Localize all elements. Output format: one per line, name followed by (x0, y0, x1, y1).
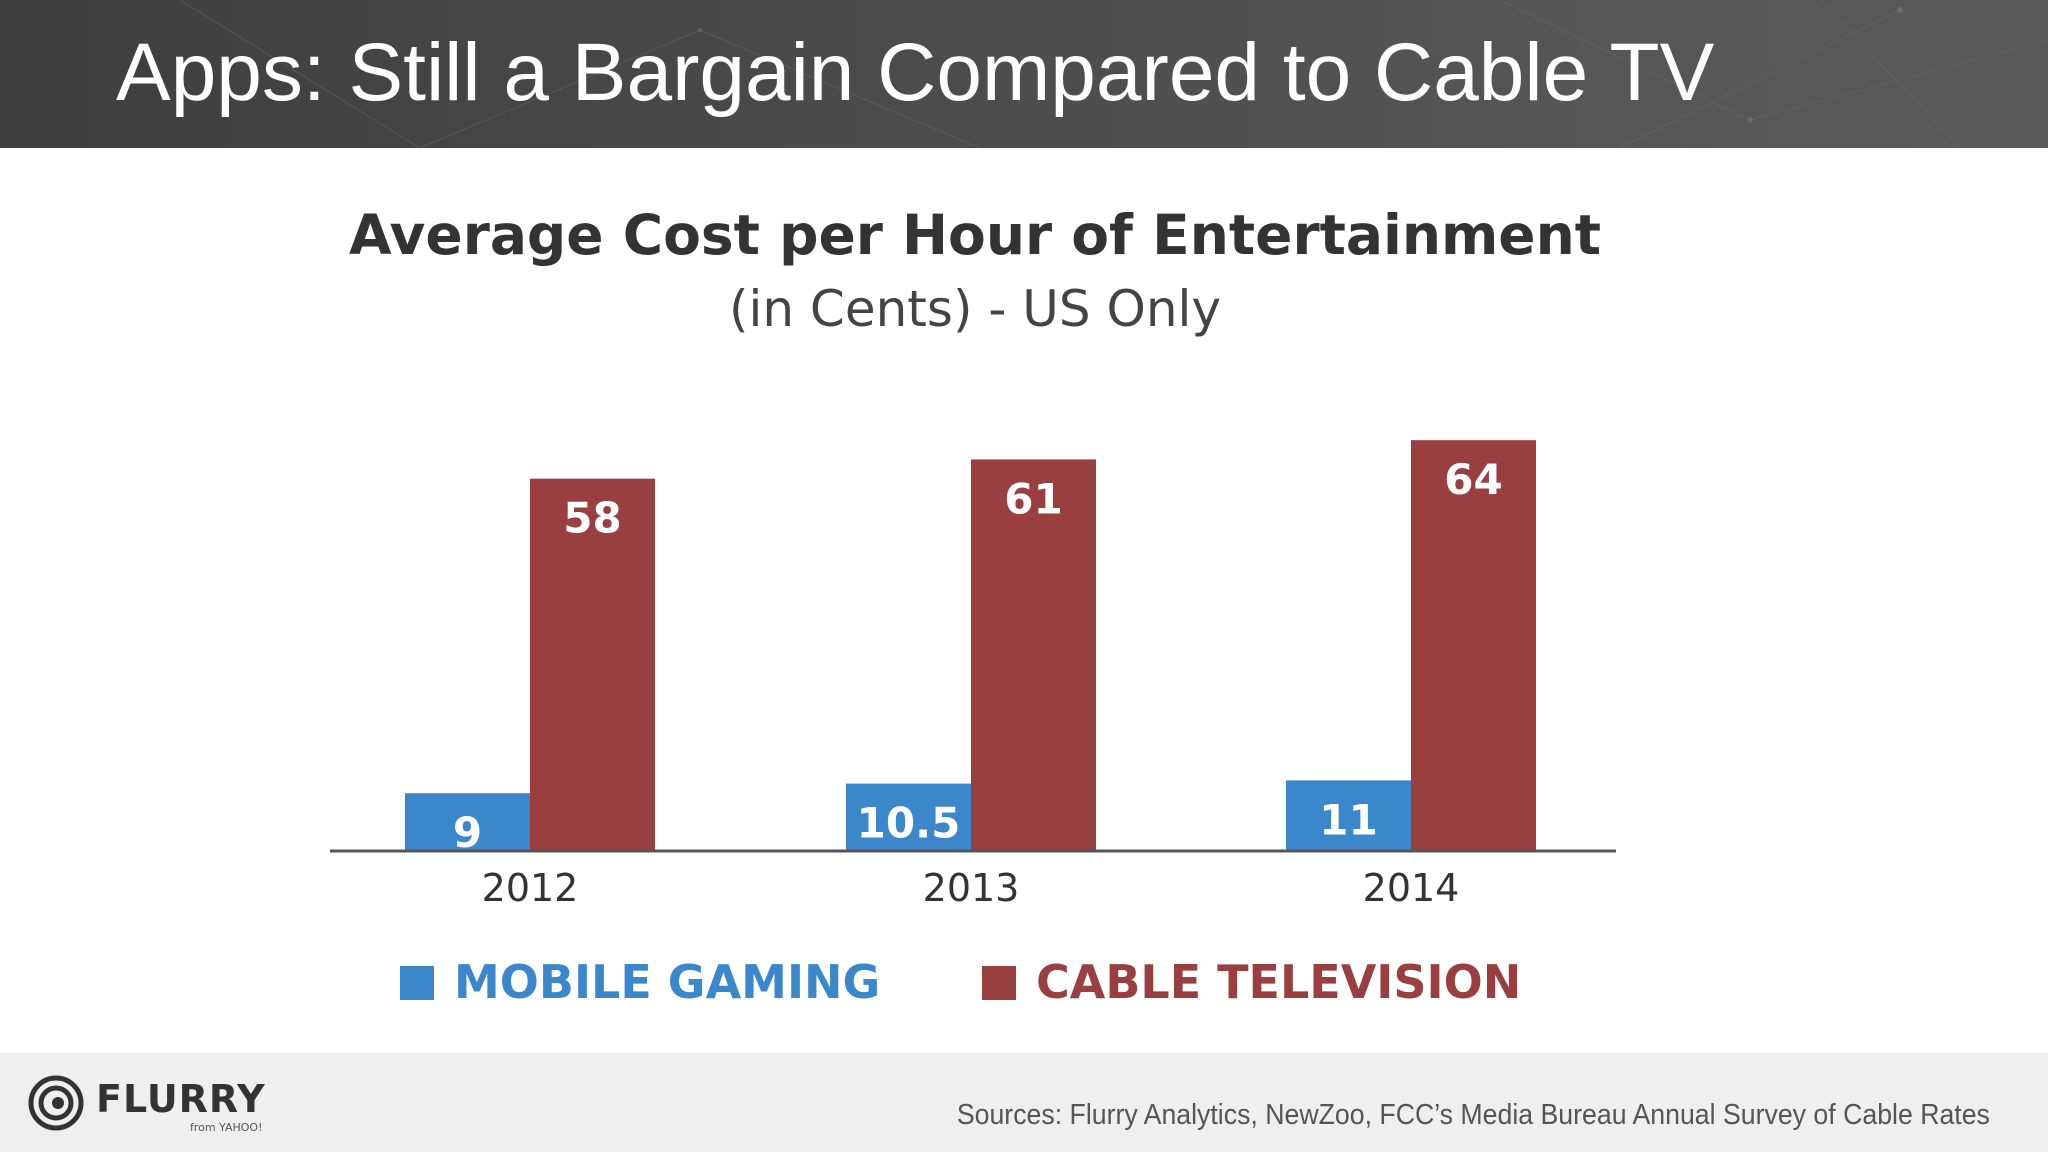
data-label: 61 (1004, 474, 1062, 523)
data-label: 58 (563, 494, 621, 543)
bar-chart: Average Cost per Hour of Entertainment (… (330, 203, 1616, 1009)
legend-label: CABLE TELEVISION (1036, 955, 1521, 1009)
chart-area: Average Cost per Hour of Entertainment (… (0, 148, 2048, 1053)
slide-header: Apps: Still a Bargain Compared to Cable … (0, 0, 2048, 148)
logo-subtext: from YAHOO! (190, 1121, 263, 1134)
data-label: 10.5 (857, 799, 961, 848)
bars-group: 9 58 10.5 61 11 64 (405, 440, 1536, 857)
bar-mobile-gaming-2014 (1286, 780, 1411, 851)
legend: MOBILE GAMING CABLE TELEVISION (400, 955, 1521, 1009)
x-tick-label: 2013 (923, 866, 1020, 910)
network-pattern (179, 0, 2048, 148)
flurry-swirl-icon (28, 1075, 84, 1131)
bar-cable-television-2012 (530, 478, 655, 851)
bar-cable-television-2014 (1411, 440, 1536, 851)
bar-mobile-gaming-2013 (846, 783, 971, 851)
flurry-logo: FLURRY from YAHOO! (28, 1071, 268, 1137)
slide-footer: FLURRY from YAHOO! Sources: Flurry Analy… (0, 1053, 2048, 1152)
bar-cable-television-2013 (971, 459, 1096, 851)
bar-mobile-gaming-2012 (405, 793, 530, 851)
data-label: 64 (1444, 455, 1502, 504)
legend-label: MOBILE GAMING (454, 955, 880, 1009)
logo-wordmark: FLURRY (96, 1077, 266, 1121)
legend-swatch (982, 966, 1016, 1000)
x-tick-labels: 2012 2013 2014 (482, 866, 1460, 910)
legend-swatch (400, 966, 434, 1000)
data-label: 11 (1319, 795, 1377, 844)
sources-note: Sources: Flurry Analytics, NewZoo, FCC’s… (956, 1099, 1990, 1131)
chart-subtitle: (in Cents) - US Only (729, 280, 1221, 338)
chart-title: Average Cost per Hour of Entertainment (349, 203, 1601, 267)
x-tick-label: 2014 (1363, 866, 1460, 910)
x-tick-label: 2012 (482, 866, 579, 910)
slide-title: Apps: Still a Bargain Compared to Cable … (116, 27, 1715, 118)
data-label: 9 (453, 808, 482, 857)
